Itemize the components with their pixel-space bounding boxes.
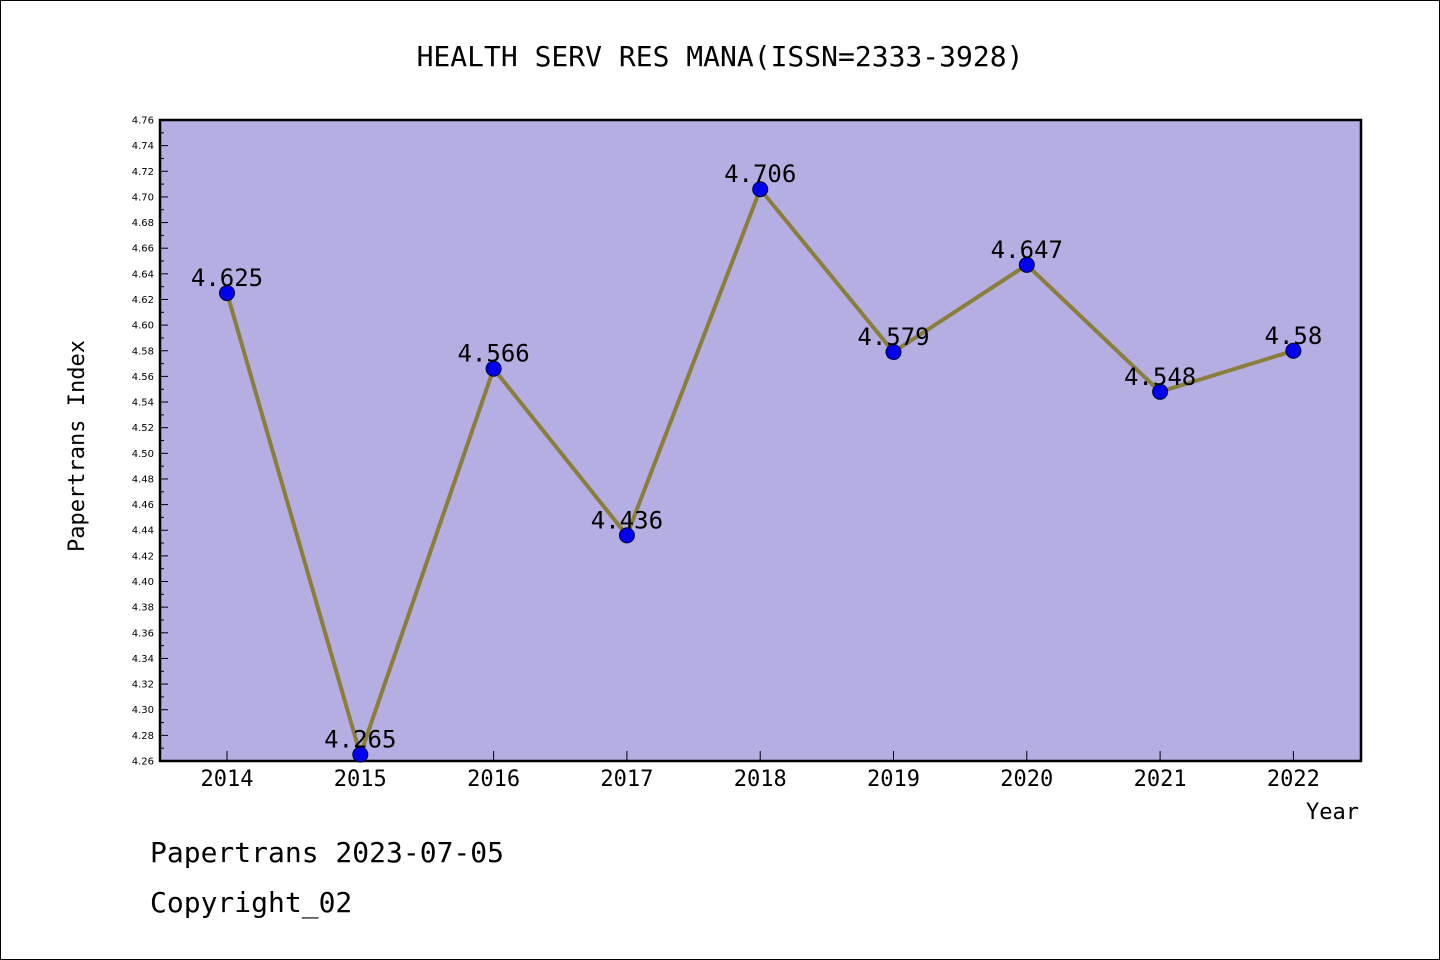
y-tick-label: 4.76: [132, 116, 154, 127]
data-point: [752, 181, 769, 198]
x-axis: 2014 2015 2016 2017 2018 2019 2020 2021 2022: [201, 751, 1320, 792]
y-tick-label: 4.70: [132, 192, 154, 203]
y-tick-label: 4.36: [132, 628, 154, 639]
y-axis-title: Papertrans Index: [65, 340, 90, 552]
chart-title: HEALTH SERV RES MANA(ISSN=2333-3928): [417, 40, 1024, 73]
data-labels-group: 4.625 4.265 4.566 4.436 4.706 4.579 4.647 4.548…: [191, 160, 1322, 753]
x-tick-label: 2014: [201, 767, 254, 792]
y-tick-label: 4.30: [132, 705, 154, 716]
y-tick-label: 4.66: [132, 244, 154, 255]
y-tick-label: 4.68: [132, 218, 154, 229]
y-tick-label: 4.42: [132, 551, 154, 562]
x-tick-label: 2022: [1267, 767, 1320, 792]
x-tick-label: 2019: [867, 767, 920, 792]
data-label: 4.548: [1124, 363, 1196, 391]
x-tick-label: 2017: [600, 767, 653, 792]
x-tick-label: 2020: [1000, 767, 1053, 792]
y-tick-label: 4.54: [132, 398, 154, 409]
data-point: [618, 527, 635, 544]
y-tick-label: 4.40: [132, 577, 154, 588]
data-point: [352, 746, 369, 763]
y-tick-label: 4.28: [132, 731, 154, 742]
y-tick-label: 4.48: [132, 474, 154, 485]
y-tick-label: 4.62: [132, 295, 154, 306]
data-point: [1152, 383, 1169, 400]
data-label: 4.647: [991, 236, 1063, 264]
y-tick-label: 4.44: [132, 526, 154, 537]
data-point: [1018, 256, 1035, 273]
y-tick-label: 4.74: [132, 141, 154, 152]
y-tick-label: 4.52: [132, 423, 154, 434]
data-label: 4.579: [857, 323, 929, 351]
data-point: [885, 344, 902, 361]
data-point: [1285, 342, 1302, 359]
y-tick-label: 4.38: [132, 603, 154, 614]
x-tick-label: 2021: [1134, 767, 1187, 792]
data-label: 4.58: [1265, 322, 1323, 350]
y-tick-label: 4.58: [132, 346, 154, 357]
y-tick-label: 4.60: [132, 321, 154, 332]
data-label: 4.706: [724, 160, 796, 188]
y-tick-label: 4.50: [132, 449, 154, 460]
y-tick-label: 4.34: [132, 654, 154, 665]
plot-area: [158, 118, 1363, 763]
data-point: [219, 285, 235, 302]
y-tick-label: 4.32: [132, 680, 154, 691]
footer-copyright: Copyright_02: [150, 886, 353, 919]
y-tick-label: 4.26: [132, 757, 154, 768]
x-tick-label: 2016: [467, 767, 520, 792]
data-label: 4.625: [191, 264, 263, 292]
y-tick-label: 4.64: [132, 269, 154, 280]
x-tick-label: 2018: [734, 767, 787, 792]
data-label: 4.265: [324, 726, 396, 754]
y-tick-label: 4.46: [132, 500, 154, 511]
markers-group: [219, 181, 1302, 763]
y-tick-label: 4.56: [132, 372, 154, 383]
x-tick-label: 2015: [334, 767, 387, 792]
data-point: [485, 360, 502, 377]
y-tick-label: 4.72: [132, 167, 154, 178]
y-axis: 4.26 4.28 4.30 4.32 4.34 4.36 4.38 4.40 4.42 4.44…: [132, 116, 168, 768]
x-axis-title: Year: [1306, 800, 1359, 825]
data-label: 4.566: [457, 340, 529, 368]
data-label: 4.436: [591, 506, 663, 534]
footer-date: Papertrans 2023-07-05: [150, 836, 505, 869]
